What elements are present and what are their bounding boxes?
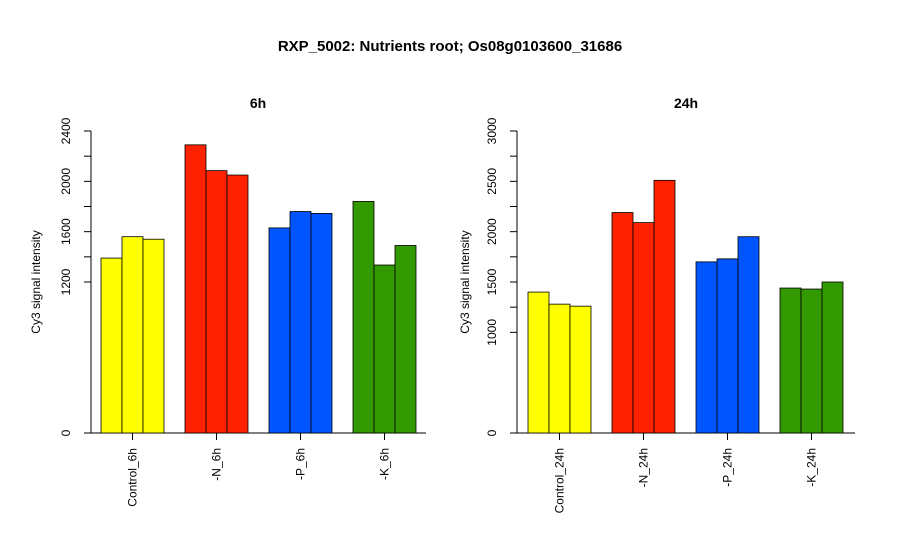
bar bbox=[289, 211, 312, 434]
bar bbox=[268, 227, 291, 434]
bar bbox=[226, 174, 249, 434]
bar bbox=[310, 213, 333, 434]
bar bbox=[779, 287, 802, 434]
y-tick-label: 2000 bbox=[485, 218, 499, 245]
y-tick-label: 1000 bbox=[485, 319, 499, 346]
bar bbox=[800, 288, 823, 434]
y-tick-label: 1200 bbox=[59, 268, 73, 295]
bar bbox=[373, 264, 396, 434]
y-tick-label: 2500 bbox=[485, 168, 499, 195]
y-axis-label: Cy3 signal intensity bbox=[458, 230, 472, 333]
bar bbox=[653, 179, 676, 434]
panel-title: 6h bbox=[250, 95, 266, 111]
panel-6h: 6h 0 1200 1600 2000 2400 Cy3 signal intensity C… bbox=[29, 95, 426, 507]
y-tick-label: 3000 bbox=[485, 117, 499, 144]
bar bbox=[611, 212, 634, 434]
x-tick-label: -P_24h bbox=[721, 448, 735, 487]
figure-title: RXP_5002: Nutrients root; Os08g0103600_3… bbox=[277, 38, 623, 55]
y-tick-label: 2000 bbox=[59, 168, 73, 195]
bar bbox=[695, 261, 718, 434]
y-tick-label: 1500 bbox=[485, 268, 499, 295]
x-tick-label: Control_6h bbox=[126, 448, 140, 507]
panel-title: 24h bbox=[674, 95, 698, 111]
bar bbox=[548, 303, 571, 434]
x-tick-label: -K_24h bbox=[805, 448, 819, 487]
x-tick-label: -P_6h bbox=[294, 448, 308, 480]
x-tick-label: -K_6h bbox=[378, 448, 392, 480]
bar bbox=[821, 281, 844, 434]
bar bbox=[632, 222, 655, 434]
y-tick-label: 0 bbox=[59, 429, 73, 436]
bar bbox=[527, 291, 550, 434]
x-tick-label: -N_6h bbox=[210, 448, 224, 481]
panel-24h: 24h 0 1000 1500 2000 2500 3000 Cy3 signal inten… bbox=[458, 95, 855, 513]
bar bbox=[184, 144, 207, 434]
y-axis-label: Cy3 signal intensity bbox=[29, 230, 43, 333]
bar bbox=[394, 245, 417, 434]
y-tick-label: 0 bbox=[485, 429, 499, 436]
bar bbox=[142, 238, 165, 434]
y-tick-label: 1600 bbox=[59, 218, 73, 245]
bar bbox=[737, 236, 760, 434]
bar bbox=[121, 236, 144, 434]
bar bbox=[100, 257, 123, 434]
bar bbox=[205, 170, 228, 434]
y-tick-label: 2400 bbox=[59, 117, 73, 144]
x-tick-label: Control_24h bbox=[553, 448, 567, 513]
x-tick-label: -N_24h bbox=[637, 448, 651, 487]
bar bbox=[352, 201, 375, 434]
bar bbox=[569, 305, 592, 434]
bar bbox=[716, 258, 739, 434]
